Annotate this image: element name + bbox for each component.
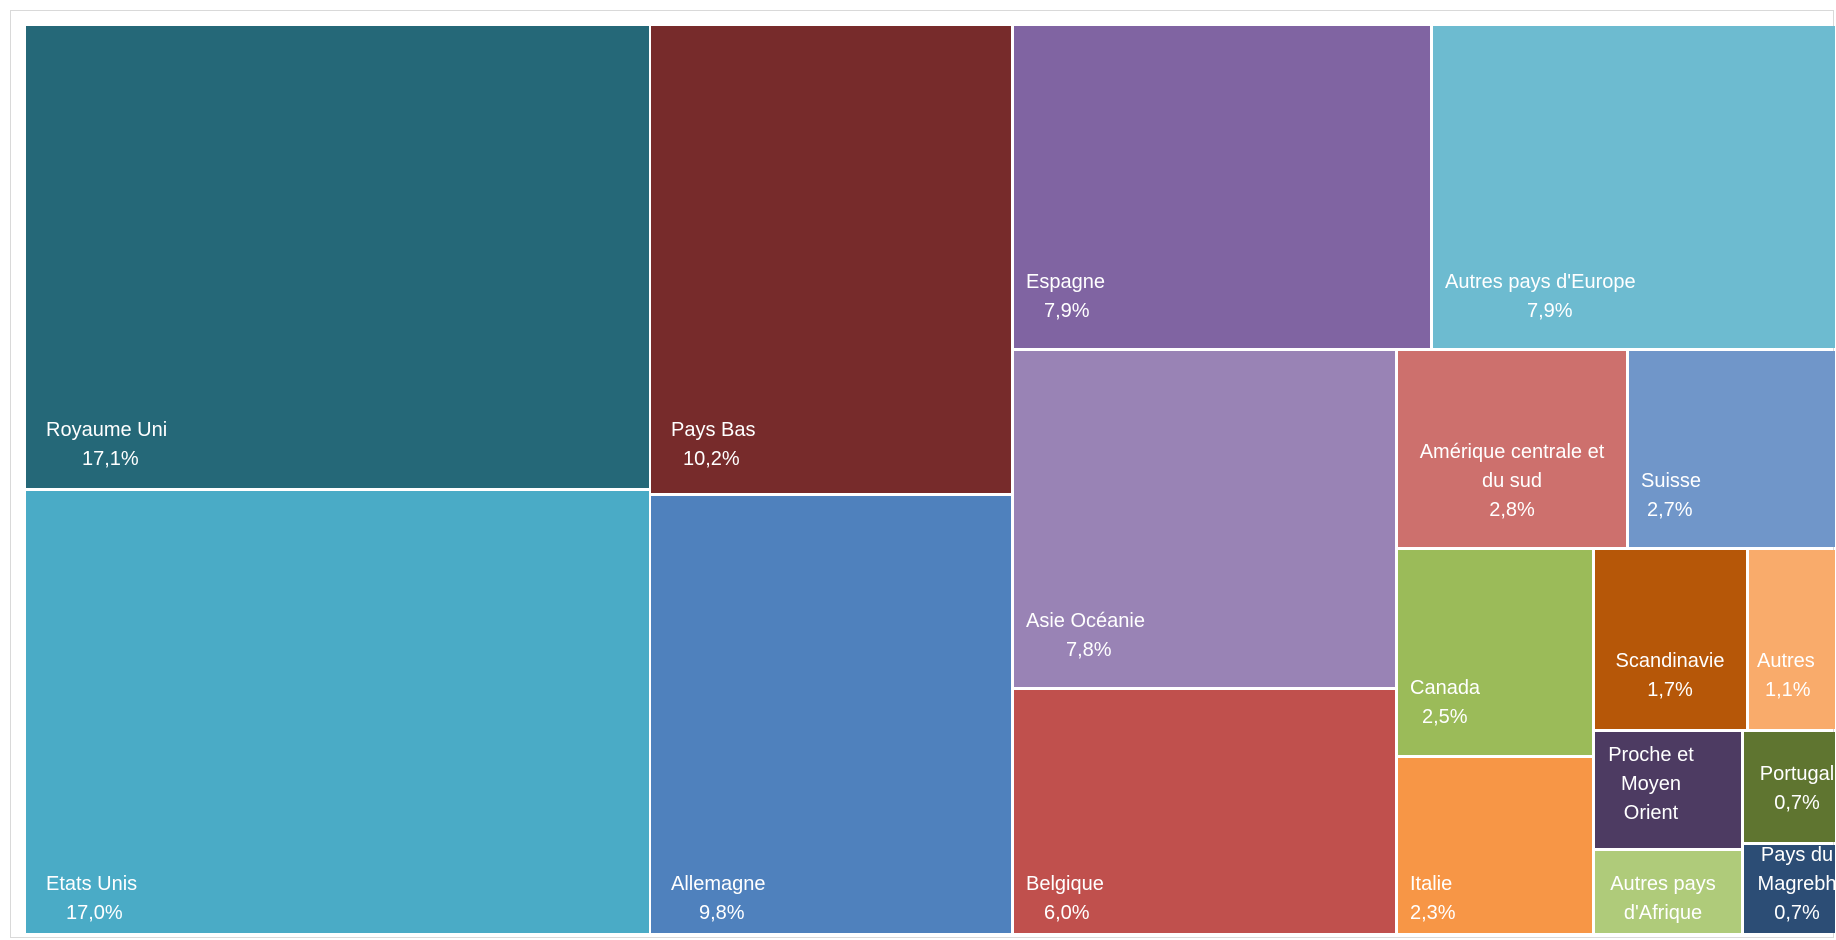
- tile-label: Proche et: [1608, 744, 1694, 766]
- tile-value: 0,7%: [1774, 792, 1820, 814]
- treemap-rect: [1398, 351, 1626, 547]
- tile-label: Asie Océanie: [1026, 610, 1145, 632]
- tile-value: 2,3%: [1410, 902, 1456, 924]
- treemap-tile: Royaume Uni 17,1%: [26, 26, 649, 488]
- treemap-rect: [1433, 26, 1835, 348]
- treemap-rect: [1014, 690, 1395, 933]
- treemap-chart: Royaume Uni 17,1% Etats Unis 17,0% Pays Bas 1…: [26, 26, 1835, 933]
- tile-label: Scandinavie: [1616, 650, 1725, 672]
- tile-label: Pays Bas: [671, 419, 755, 441]
- tile-label: Royaume Uni: [46, 419, 167, 441]
- treemap-tile: Autres pays d'Europe 7,9%: [1433, 26, 1835, 348]
- treemap-tile: Suisse 2,7%: [1629, 351, 1835, 547]
- tile-label: Belgique: [1026, 873, 1104, 895]
- tile-value: 0,7%: [1774, 902, 1820, 924]
- treemap-rect: [651, 496, 1011, 933]
- tile-value: 7,8%: [1066, 639, 1112, 661]
- treemap-tile: Allemagne 9,8%: [651, 496, 1011, 933]
- treemap-tile: Asie Océanie 7,8%: [1014, 351, 1395, 687]
- tile-label: Portugal: [1760, 763, 1835, 785]
- treemap-tile: Belgique 6,0%: [1014, 690, 1395, 933]
- treemap-tile: Proche et Moyen Orient: [1595, 732, 1741, 848]
- treemap-tile: Etats Unis 17,0%: [26, 491, 649, 933]
- treemap-rect: [1744, 845, 1835, 933]
- treemap-rect: [1595, 732, 1741, 848]
- tile-label: du sud: [1482, 470, 1542, 492]
- treemap-tile: Canada 2,5%: [1398, 550, 1592, 755]
- treemap-rect: [1629, 351, 1835, 547]
- treemap-rect: [26, 491, 649, 933]
- tile-label: Autres pays: [1610, 873, 1716, 895]
- tile-value: 17,0%: [66, 902, 123, 924]
- tile-label: Allemagne: [671, 873, 766, 895]
- treemap-rect: [1595, 550, 1746, 729]
- tile-value: 7,9%: [1527, 300, 1573, 322]
- treemap-rect: [1595, 851, 1741, 933]
- tile-value: 10,2%: [683, 448, 740, 470]
- tile-label: Amérique centrale et: [1420, 441, 1605, 463]
- treemap-tile: Portugal 0,7%: [1744, 732, 1835, 842]
- tile-value: 2,7%: [1647, 499, 1693, 521]
- tile-label: Suisse: [1641, 470, 1701, 492]
- treemap-rect: [1014, 351, 1395, 687]
- treemap-tile: Pays Bas 10,2%: [651, 26, 1011, 493]
- treemap-rect: [1398, 758, 1592, 933]
- tile-label: Autres: [1757, 650, 1815, 672]
- tile-label: Pays du: [1761, 844, 1833, 866]
- treemap-rect: [1744, 732, 1835, 842]
- treemap-tile: Autres 1,1%: [1749, 550, 1835, 729]
- tile-value: 1,1%: [1765, 679, 1811, 701]
- tile-value: 2,8%: [1489, 499, 1535, 521]
- tile-label: Etats Unis: [46, 873, 137, 895]
- treemap-tile: Autres pays d'Afrique: [1595, 851, 1741, 933]
- treemap-tile: Pays du Magrebh 0,7%: [1744, 844, 1835, 933]
- tile-label: d'Afrique: [1624, 902, 1702, 924]
- tile-value: 1,7%: [1647, 679, 1693, 701]
- tile-label: Moyen: [1621, 773, 1681, 795]
- treemap-rect: [1398, 550, 1592, 755]
- tile-label: Italie: [1410, 873, 1452, 895]
- tile-value: 6,0%: [1044, 902, 1090, 924]
- tile-value: 9,8%: [699, 902, 745, 924]
- tile-value: 17,1%: [82, 448, 139, 470]
- tile-label: Canada: [1410, 677, 1481, 699]
- tile-label: Magrebh: [1758, 873, 1835, 895]
- treemap-tile: Scandinavie 1,7%: [1595, 550, 1746, 729]
- treemap-rect: [651, 26, 1011, 493]
- chart-area: Royaume Uni 17,1% Etats Unis 17,0% Pays Bas 1…: [10, 10, 1835, 938]
- tile-value: 7,9%: [1044, 300, 1090, 322]
- treemap-tile: Amérique centrale et du sud 2,8%: [1398, 351, 1626, 547]
- tile-label: Orient: [1624, 802, 1679, 824]
- tile-value: 2,5%: [1422, 706, 1468, 728]
- treemap-rect: [26, 26, 649, 488]
- tile-label: Autres pays d'Europe: [1445, 271, 1636, 293]
- treemap-rect: [1749, 550, 1835, 729]
- treemap-rect: [1014, 26, 1430, 348]
- treemap-tile: Espagne 7,9%: [1014, 26, 1430, 348]
- treemap-tile: Italie 2,3%: [1398, 758, 1592, 933]
- tile-label: Espagne: [1026, 271, 1105, 293]
